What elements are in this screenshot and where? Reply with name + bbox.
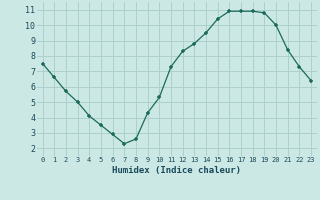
X-axis label: Humidex (Indice chaleur): Humidex (Indice chaleur): [112, 166, 241, 175]
